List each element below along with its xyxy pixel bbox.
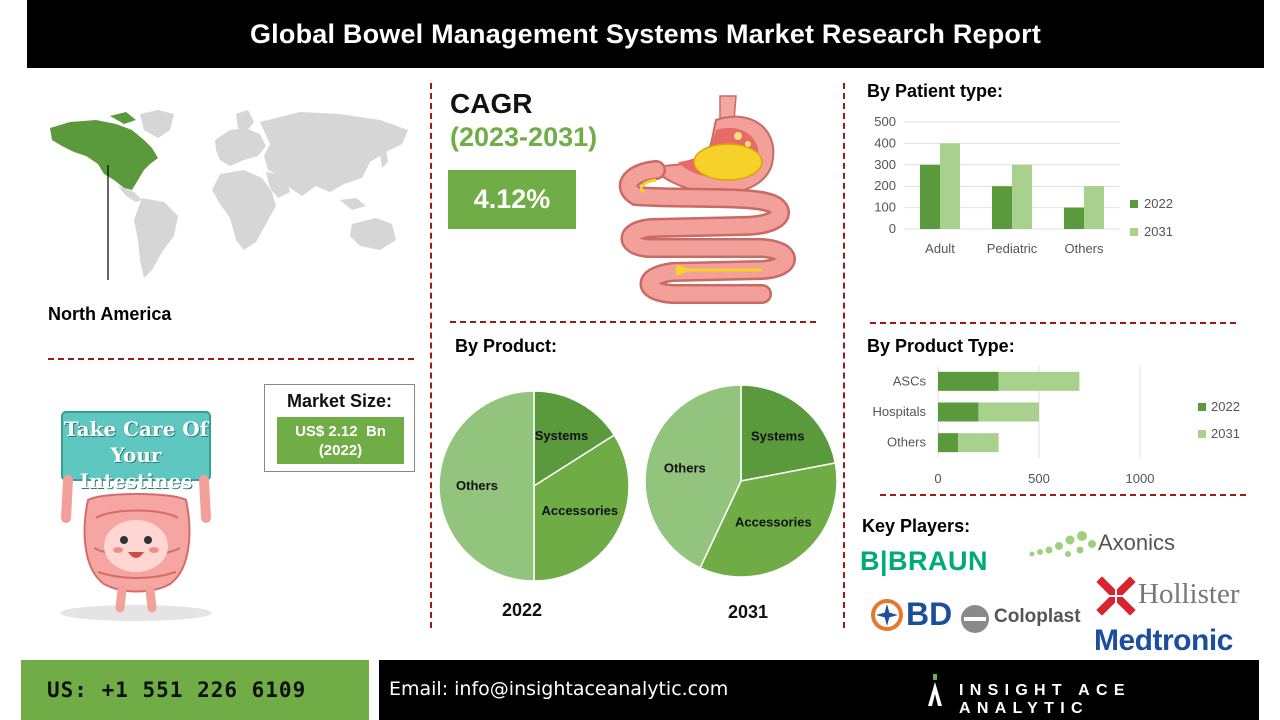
axonics-mark-icon — [1029, 531, 1096, 557]
x-tick-label: 500 — [1028, 471, 1050, 486]
legend-swatch — [1198, 430, 1206, 438]
pie-2022-title: 2022 — [502, 600, 543, 620]
x-tick-label: 0 — [934, 471, 941, 486]
bd-mark-icon — [871, 599, 903, 631]
insight-ace-logo-icon — [928, 674, 942, 706]
divider-middle — [450, 321, 816, 323]
pie-slice-accessories — [533, 434, 630, 582]
pie-2031-title: 2031 — [728, 602, 769, 622]
product-type-title: By Product Type: — [867, 336, 1015, 356]
key-players-title: Key Players: — [862, 516, 971, 536]
market-size-badge: US$ 2.12 Bn (2022) — [277, 417, 404, 464]
page-title: Global Bowel Management Systems Market R… — [249, 18, 1042, 49]
legend-label: 2022 — [1211, 399, 1240, 414]
y-tick-label: ASCs — [893, 373, 927, 388]
footer-contact-bar: Email: info@insightaceanalytic.com INSIG… — [379, 660, 1259, 720]
footer-phone: US: +1 551 226 6109 — [47, 678, 307, 702]
pie-label: Systems — [751, 429, 804, 444]
pie-slice-others — [644, 384, 742, 569]
coloplast-logo: Coloplast — [994, 606, 1081, 627]
patient-type-bar-chart: 0 100 200 300 400 500 Adult Pediatric Others 2022… — [874, 114, 1173, 256]
bar-ascs-2022 — [938, 371, 999, 391]
hollister-mark-icon — [1096, 576, 1136, 616]
bar-ascs-2031 — [998, 371, 1080, 391]
pie-slice-accessories — [699, 462, 838, 578]
coloplast-mark-icon — [961, 605, 989, 633]
footer-brand: INSIGHT ACE ANALYTIC — [959, 682, 1131, 717]
bar-pediatric-2022 — [992, 186, 1012, 229]
y-tick-label: 300 — [874, 157, 896, 172]
market-size-year: (2022) — [318, 441, 363, 459]
cagr-value: 4.12% — [473, 184, 551, 214]
cagr-value-badge: 4.12% — [448, 170, 576, 229]
bar-adult-2022 — [920, 164, 940, 229]
footer-email: Email: info@insightaceanalytic.com — [389, 678, 729, 700]
intestine-character-illustration — [60, 411, 212, 621]
legend-swatch — [1130, 228, 1138, 236]
divider-left — [48, 358, 414, 360]
sign-line-1: Take Care Of — [63, 417, 209, 441]
y-tick-label: Hospitals — [873, 404, 927, 419]
pie-label: Accessories — [541, 503, 618, 518]
cagr-period: (2023-2031) — [450, 122, 598, 152]
bar-hospitals-2031 — [978, 402, 1039, 422]
bar-others-2022 — [938, 433, 959, 453]
bar-others-2031 — [958, 433, 999, 453]
axonics-logo: Axonics — [1098, 530, 1176, 555]
divider-right-top — [870, 322, 1236, 324]
pie-label: Systems — [535, 428, 588, 443]
pie-slice-systems — [740, 384, 837, 482]
y-tick-label: 200 — [874, 178, 896, 193]
bd-logo: BD — [906, 596, 953, 632]
product-pie-2022: Systems Accessories Others — [438, 390, 630, 582]
y-tick-label: 400 — [874, 135, 896, 150]
divider-vertical-left — [430, 83, 432, 628]
bar-others-2031 — [1084, 186, 1104, 229]
bar-hospitals-2022 — [938, 402, 979, 422]
market-size-box: Market Size: US$ 2.12 Bn (2022) — [264, 384, 415, 472]
x-tick-label: Pediatric — [987, 241, 1038, 256]
header-bar: Global Bowel Management Systems Market R… — [27, 0, 1264, 68]
cagr-label: CAGR — [450, 88, 533, 119]
x-tick-label: Adult — [925, 241, 955, 256]
sign-line-2: Your Intestines — [79, 443, 193, 493]
market-size-title: Market Size: — [286, 391, 393, 411]
legend-label: 2022 — [1144, 196, 1173, 211]
pie-label: Others — [456, 478, 498, 493]
product-pie-2031: Systems Accessories Others — [644, 384, 838, 578]
product-title: By Product: — [455, 336, 558, 356]
x-tick-label: Others — [1064, 241, 1104, 256]
divider-vertical-right — [843, 83, 845, 628]
legend-label: 2031 — [1144, 224, 1173, 239]
y-tick-label: 500 — [874, 114, 896, 129]
digestive-system-illustration — [618, 95, 796, 304]
x-tick-label: 1000 — [1126, 471, 1155, 486]
medtronic-logo: Medtronic — [1094, 624, 1233, 657]
pie-slice-systems — [533, 390, 616, 488]
bar-others-2022 — [1064, 207, 1084, 229]
legend-label: 2031 — [1211, 426, 1240, 441]
divider-right-bottom — [880, 494, 1246, 496]
legend-swatch — [1198, 403, 1206, 411]
pie-slice-others — [438, 390, 535, 582]
bbraun-logo: B|BRAUN — [860, 546, 989, 576]
y-tick-label: Others — [887, 435, 927, 450]
y-tick-label: 100 — [874, 200, 896, 215]
pie-label: Others — [664, 460, 706, 475]
world-map — [50, 110, 408, 280]
bar-pediatric-2031 — [1012, 164, 1032, 229]
y-tick-label: 0 — [889, 221, 896, 236]
bar-adult-2031 — [940, 143, 960, 229]
footer-phone-bar: US: +1 551 226 6109 — [21, 660, 369, 720]
pie-label: Accessories — [735, 515, 812, 530]
patient-type-title: By Patient type: — [867, 81, 1004, 101]
hollister-logo: Hollister — [1138, 578, 1240, 610]
market-size-value: US$ 2.12 Bn — [295, 422, 386, 440]
sign-text: Take Care Of Your Intestines — [62, 416, 210, 494]
product-type-bar-chart: 0 500 1000 ASCs Hospitals Others 2022 2031 — [873, 366, 1240, 486]
region-label: North America — [48, 304, 172, 324]
legend-swatch — [1130, 200, 1138, 208]
